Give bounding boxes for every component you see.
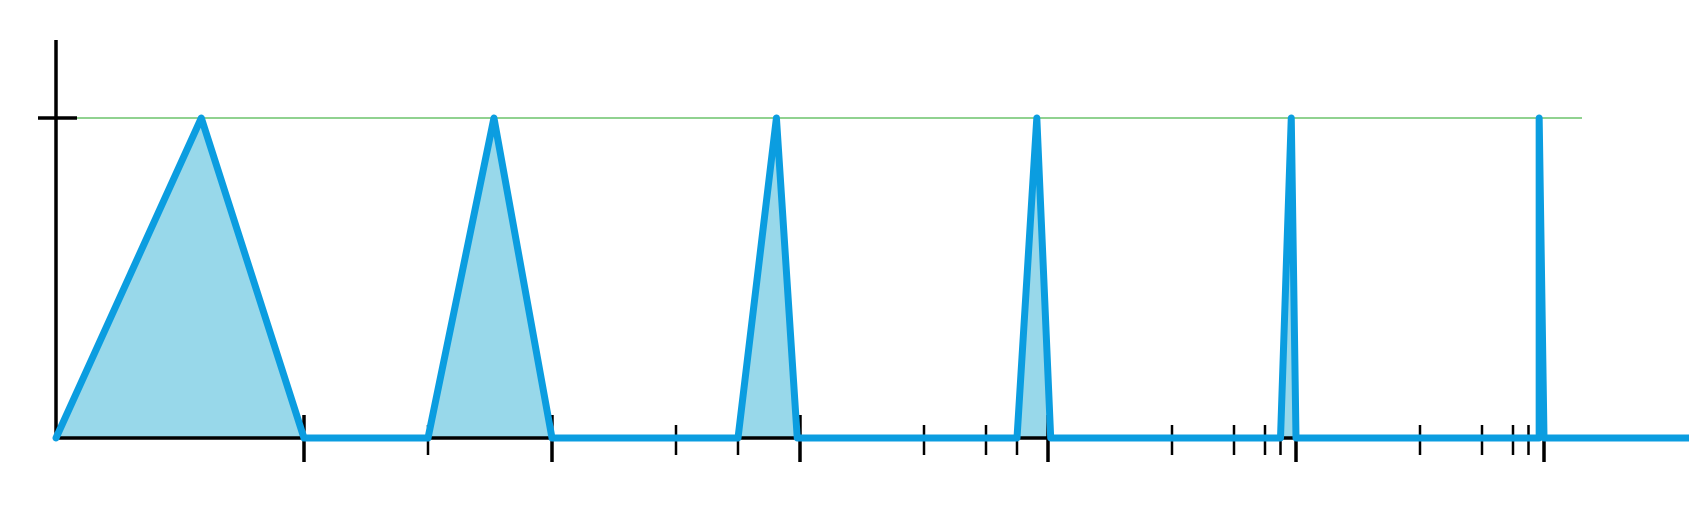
spike-fill-2 <box>428 118 552 438</box>
spike-fill-layer <box>56 118 1544 438</box>
spike-outline-layer <box>52 114 1689 442</box>
spike-fill-1 <box>56 118 304 438</box>
spike-fill-3 <box>738 118 798 438</box>
spike-train-outline <box>52 114 1689 442</box>
